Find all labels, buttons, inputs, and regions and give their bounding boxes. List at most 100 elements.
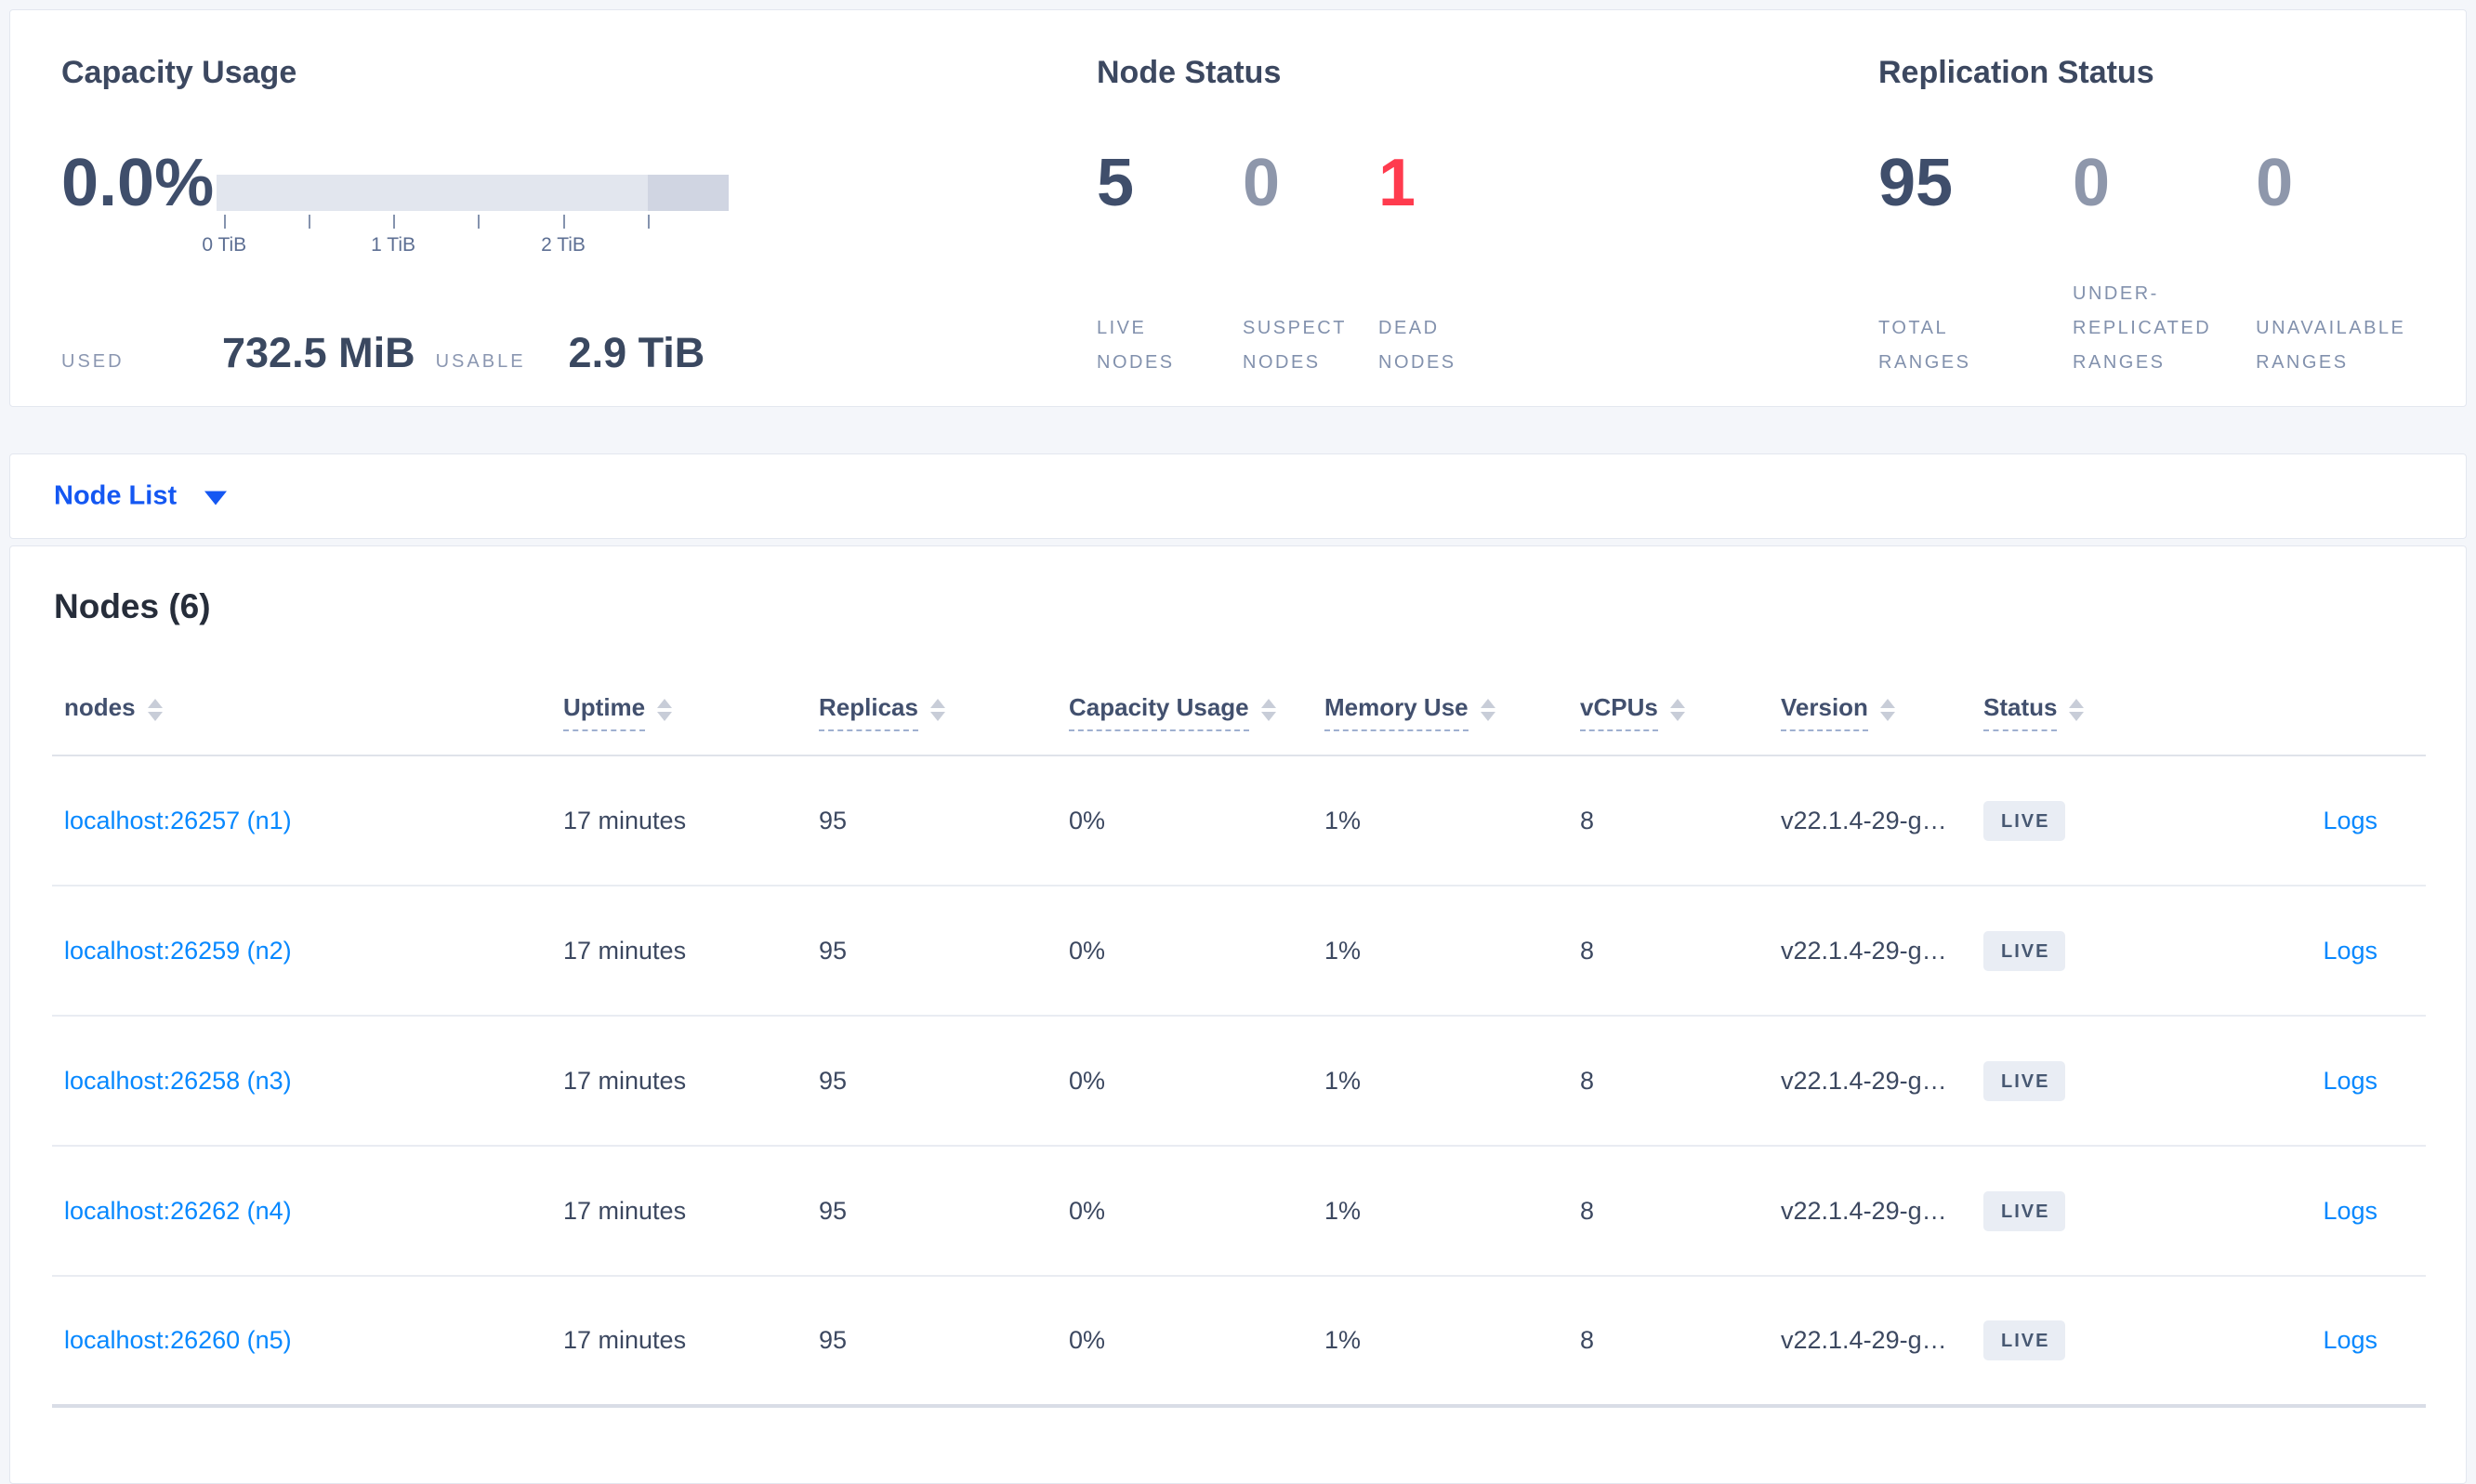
status-badge: LIVE (1983, 800, 2066, 841)
node-link[interactable]: localhost:26260 (n5) (64, 1326, 292, 1354)
table-row: localhost:26258 (n3) 17 minutes 95 0% 1%… (52, 1016, 2426, 1147)
vcpus-cell: 8 (1580, 755, 1781, 886)
column-header-status[interactable]: Status (1983, 670, 2188, 756)
suspect-nodes-count: 0 (1243, 146, 1281, 220)
dead-nodes-count: 1 (1378, 146, 1416, 220)
nodes-list-section: Nodes (6) nodes Uptime Replicas (9, 545, 2467, 1484)
dead-nodes-label: DEAD NODES (1378, 318, 1456, 373)
capacity-usage-cell: 0% (1069, 755, 1324, 886)
capacity-tick-label: 2 TiB (541, 234, 586, 256)
capacity-bar-tick (309, 215, 311, 229)
view-selector-dropdown[interactable]: Node List (54, 480, 228, 512)
vcpus-cell: 8 (1580, 1016, 1781, 1147)
chevron-down-icon (204, 491, 228, 506)
column-header-uptime[interactable]: Uptime (563, 670, 819, 756)
replicas-cell: 95 (819, 1016, 1069, 1147)
capacity-bar-tick (393, 215, 396, 229)
logs-link[interactable]: Logs (2323, 1066, 2377, 1095)
logs-link[interactable]: Logs (2323, 1326, 2377, 1354)
column-header-replicas[interactable]: Replicas (819, 670, 1069, 756)
logs-link[interactable]: Logs (2323, 936, 2377, 965)
column-header-version[interactable]: Version (1781, 670, 1983, 756)
node-status-title: Node Status (1097, 55, 1282, 90)
sort-icon (2069, 698, 2085, 721)
nodes-table-body: localhost:26257 (n1) 17 minutes 95 0% 1%… (52, 755, 2426, 1408)
node-link[interactable]: localhost:26262 (n4) (64, 1196, 292, 1225)
suspect-nodes-label: SUSPECT NODES (1243, 318, 1347, 373)
total-ranges-stat: 95 TOTAL RANGES (1878, 148, 2073, 380)
capacity-bar-tick (224, 215, 227, 229)
capacity-bar-tick (478, 215, 480, 229)
status-badge: LIVE (1983, 930, 2066, 971)
used-value: 732.5 MiB (222, 329, 415, 376)
capacity-bar-tick (563, 215, 566, 229)
memory-use-cell: 1% (1324, 886, 1580, 1017)
view-selector-label: Node List (54, 480, 178, 511)
sort-icon (147, 698, 163, 721)
unavailable-ranges-stat: 0 UNAVAILABLE RANGES (2256, 148, 2476, 380)
logs-link[interactable]: Logs (2323, 806, 2377, 834)
usable-label: USABLE (435, 351, 526, 372)
suspect-nodes-stat: 0 SUSPECT NODES (1243, 148, 1378, 380)
capacity-tick-label: 0 TiB (202, 234, 247, 256)
uptime-cell: 17 minutes (563, 886, 819, 1017)
live-nodes-label: LIVE NODES (1097, 318, 1175, 373)
table-row: localhost:26257 (n1) 17 minutes 95 0% 1%… (52, 755, 2426, 886)
uptime-cell: 17 minutes (563, 1276, 819, 1408)
node-link[interactable]: localhost:26257 (n1) (64, 806, 292, 834)
capacity-bar-tick (648, 215, 651, 229)
column-header-vcpus[interactable]: vCPUs (1580, 670, 1781, 756)
nodes-table: nodes Uptime Replicas Capacity Usage Mem… (52, 670, 2426, 1408)
column-header-logs (2188, 670, 2426, 756)
under-replicated-ranges-stat: 0 UNDER-REPLICATED RANGES (2073, 148, 2256, 380)
capacity-usage-cell: 0% (1069, 1146, 1324, 1277)
status-badge: LIVE (1983, 1320, 2066, 1360)
column-header-nodes[interactable]: nodes (52, 670, 563, 756)
live-nodes-count: 5 (1097, 146, 1135, 220)
sort-icon (1480, 698, 1495, 721)
unavailable-ranges-count: 0 (2256, 146, 2294, 220)
unavailable-ranges-label: UNAVAILABLE RANGES (2256, 318, 2406, 373)
column-header-memory-use[interactable]: Memory Use (1324, 670, 1580, 756)
usable-value: 2.9 TiB (568, 329, 705, 376)
replicas-cell: 95 (819, 1276, 1069, 1408)
capacity-used-percent: 0.0% (61, 146, 215, 220)
memory-use-cell: 1% (1324, 1276, 1580, 1408)
vcpus-cell: 8 (1580, 1146, 1781, 1277)
column-header-capacity-usage[interactable]: Capacity Usage (1069, 670, 1324, 756)
capacity-usage-bar: 0 TiB 1 TiB 2 TiB (202, 175, 729, 268)
capacity-usage-cell: 0% (1069, 886, 1324, 1017)
table-row: localhost:26262 (n4) 17 minutes 95 0% 1%… (52, 1146, 2426, 1277)
capacity-bar-end-segment (648, 175, 729, 211)
memory-use-cell: 1% (1324, 755, 1580, 886)
nodes-section-title: Nodes (6) (54, 587, 211, 625)
used-label: USED (61, 351, 125, 372)
capacity-usage-panel: Capacity Usage 0.0% 0 TiB 1 TiB 2 TiB US… (61, 57, 796, 377)
replicas-cell: 95 (819, 886, 1069, 1017)
status-badge: LIVE (1983, 1060, 2066, 1101)
total-ranges-count: 95 (1878, 146, 1954, 220)
status-badge: LIVE (1983, 1190, 2066, 1231)
replicas-cell: 95 (819, 755, 1069, 886)
sort-icon (1260, 698, 1276, 721)
uptime-cell: 17 minutes (563, 1146, 819, 1277)
sort-icon (1669, 698, 1685, 721)
version-cell: v22.1.4-29-g… (1781, 1276, 1983, 1408)
replication-status-panel: Replication Status 95 TOTAL RANGES 0 UND… (1878, 57, 2476, 380)
memory-use-cell: 1% (1324, 1016, 1580, 1147)
under-replicated-ranges-count: 0 (2073, 146, 2111, 220)
version-cell: v22.1.4-29-g… (1781, 886, 1983, 1017)
capacity-usage-cell: 0% (1069, 1276, 1324, 1408)
capacity-tick-label: 1 TiB (371, 234, 416, 256)
replication-status-title: Replication Status (1878, 55, 2154, 90)
table-row: localhost:26259 (n2) 17 minutes 95 0% 1%… (52, 886, 2426, 1017)
node-link[interactable]: localhost:26259 (n2) (64, 936, 292, 965)
node-link[interactable]: localhost:26258 (n3) (64, 1066, 292, 1095)
dead-nodes-stat: 1 DEAD NODES (1378, 148, 1564, 380)
capacity-usage-cell: 0% (1069, 1016, 1324, 1147)
logs-link[interactable]: Logs (2323, 1196, 2377, 1225)
uptime-cell: 17 minutes (563, 755, 819, 886)
version-cell: v22.1.4-29-g… (1781, 1146, 1983, 1277)
capacity-usage-title: Capacity Usage (61, 55, 297, 90)
capacity-bar-track (217, 175, 729, 211)
